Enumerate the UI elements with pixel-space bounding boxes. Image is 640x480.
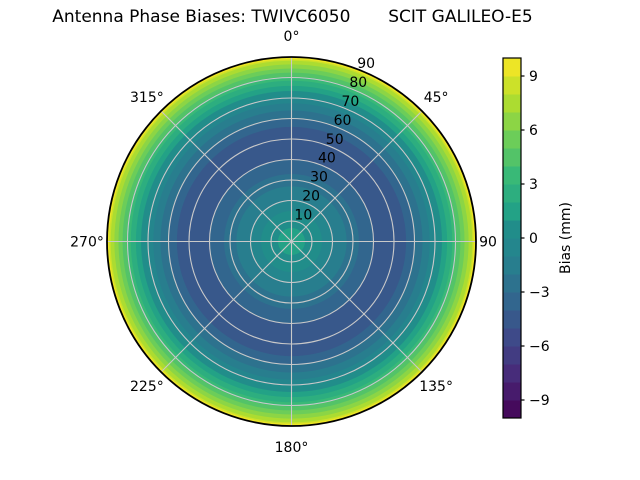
colorbar-segment	[503, 274, 521, 293]
colorbar-segment	[503, 238, 521, 257]
colorbar-segment	[503, 364, 521, 383]
theta-tick-label: 90	[479, 235, 497, 251]
r-tick-label: 50	[326, 132, 344, 148]
colorbar-segment	[503, 382, 521, 401]
theta-tick-label: 315°	[130, 90, 164, 106]
colorbar-ticks: 9 6 3 0 −3 −6 −9	[521, 69, 550, 409]
theta-tick-label: 45°	[424, 90, 449, 106]
colorbar-segment	[503, 112, 521, 131]
r-tick-label: 80	[349, 75, 367, 91]
theta-tick-label: 270°	[70, 235, 104, 251]
colorbar-segment	[503, 184, 521, 203]
r-tick-label: 40	[318, 151, 336, 167]
colorbar-segment	[503, 130, 521, 149]
colorbar-tick-label: −6	[529, 339, 550, 355]
r-tick-label: 10	[294, 208, 312, 224]
colorbar-segment	[503, 346, 521, 365]
theta-tick-label: 135°	[419, 379, 453, 395]
polar-spine	[106, 56, 477, 427]
polar-grid-spoke	[160, 110, 292, 242]
colorbar-segment	[503, 58, 521, 77]
colorbar-segment	[503, 310, 521, 329]
colorbar-segment	[503, 220, 521, 239]
colorbar-tick-label: −3	[529, 285, 550, 301]
polar-grid-spoke	[160, 241, 292, 373]
colorbar-segment	[503, 292, 521, 311]
r-tick-label: 70	[342, 94, 360, 110]
colorbar-tick-label: −9	[529, 393, 550, 409]
polar-grid-spoke	[291, 110, 423, 242]
r-tick-label: 60	[334, 113, 352, 129]
theta-tick-label: 0°	[284, 29, 300, 45]
colorbar-segment	[503, 328, 521, 347]
colorbar-segment	[503, 94, 521, 113]
theta-tick-label: 180°	[275, 440, 309, 456]
colorbar-label: Bias (mm)	[558, 202, 574, 274]
colorbar-tick-label: 3	[529, 177, 538, 193]
r-tick-label: 90	[357, 56, 375, 72]
r-tick-labels: 10 20 30 40 50 60 70 80 90	[294, 56, 375, 224]
colorbar-tick-label: 6	[529, 123, 538, 139]
colorbar-segment	[503, 202, 521, 221]
colorbar-segment	[503, 166, 521, 185]
polar-grid-spoke	[291, 241, 423, 373]
colorbar-segment	[503, 148, 521, 167]
colorbar-tick-label: 9	[529, 69, 538, 85]
theta-tick-label: 225°	[130, 379, 164, 395]
figure-title: Antenna Phase Biases: TWIVC6050 SCIT GAL…	[52, 7, 533, 27]
colorbar-tick-label: 0	[529, 231, 538, 247]
colorbar-segment	[503, 76, 521, 95]
colorbar	[503, 58, 521, 419]
colorbar-segment	[503, 256, 521, 275]
r-tick-label: 20	[302, 189, 320, 205]
colorbar-segment	[503, 400, 521, 419]
r-tick-label: 30	[310, 170, 328, 186]
theta-tick-labels: 0° 45° 90 135° 180° 225° 270° 315°	[70, 29, 497, 456]
polar-grid	[107, 57, 476, 426]
